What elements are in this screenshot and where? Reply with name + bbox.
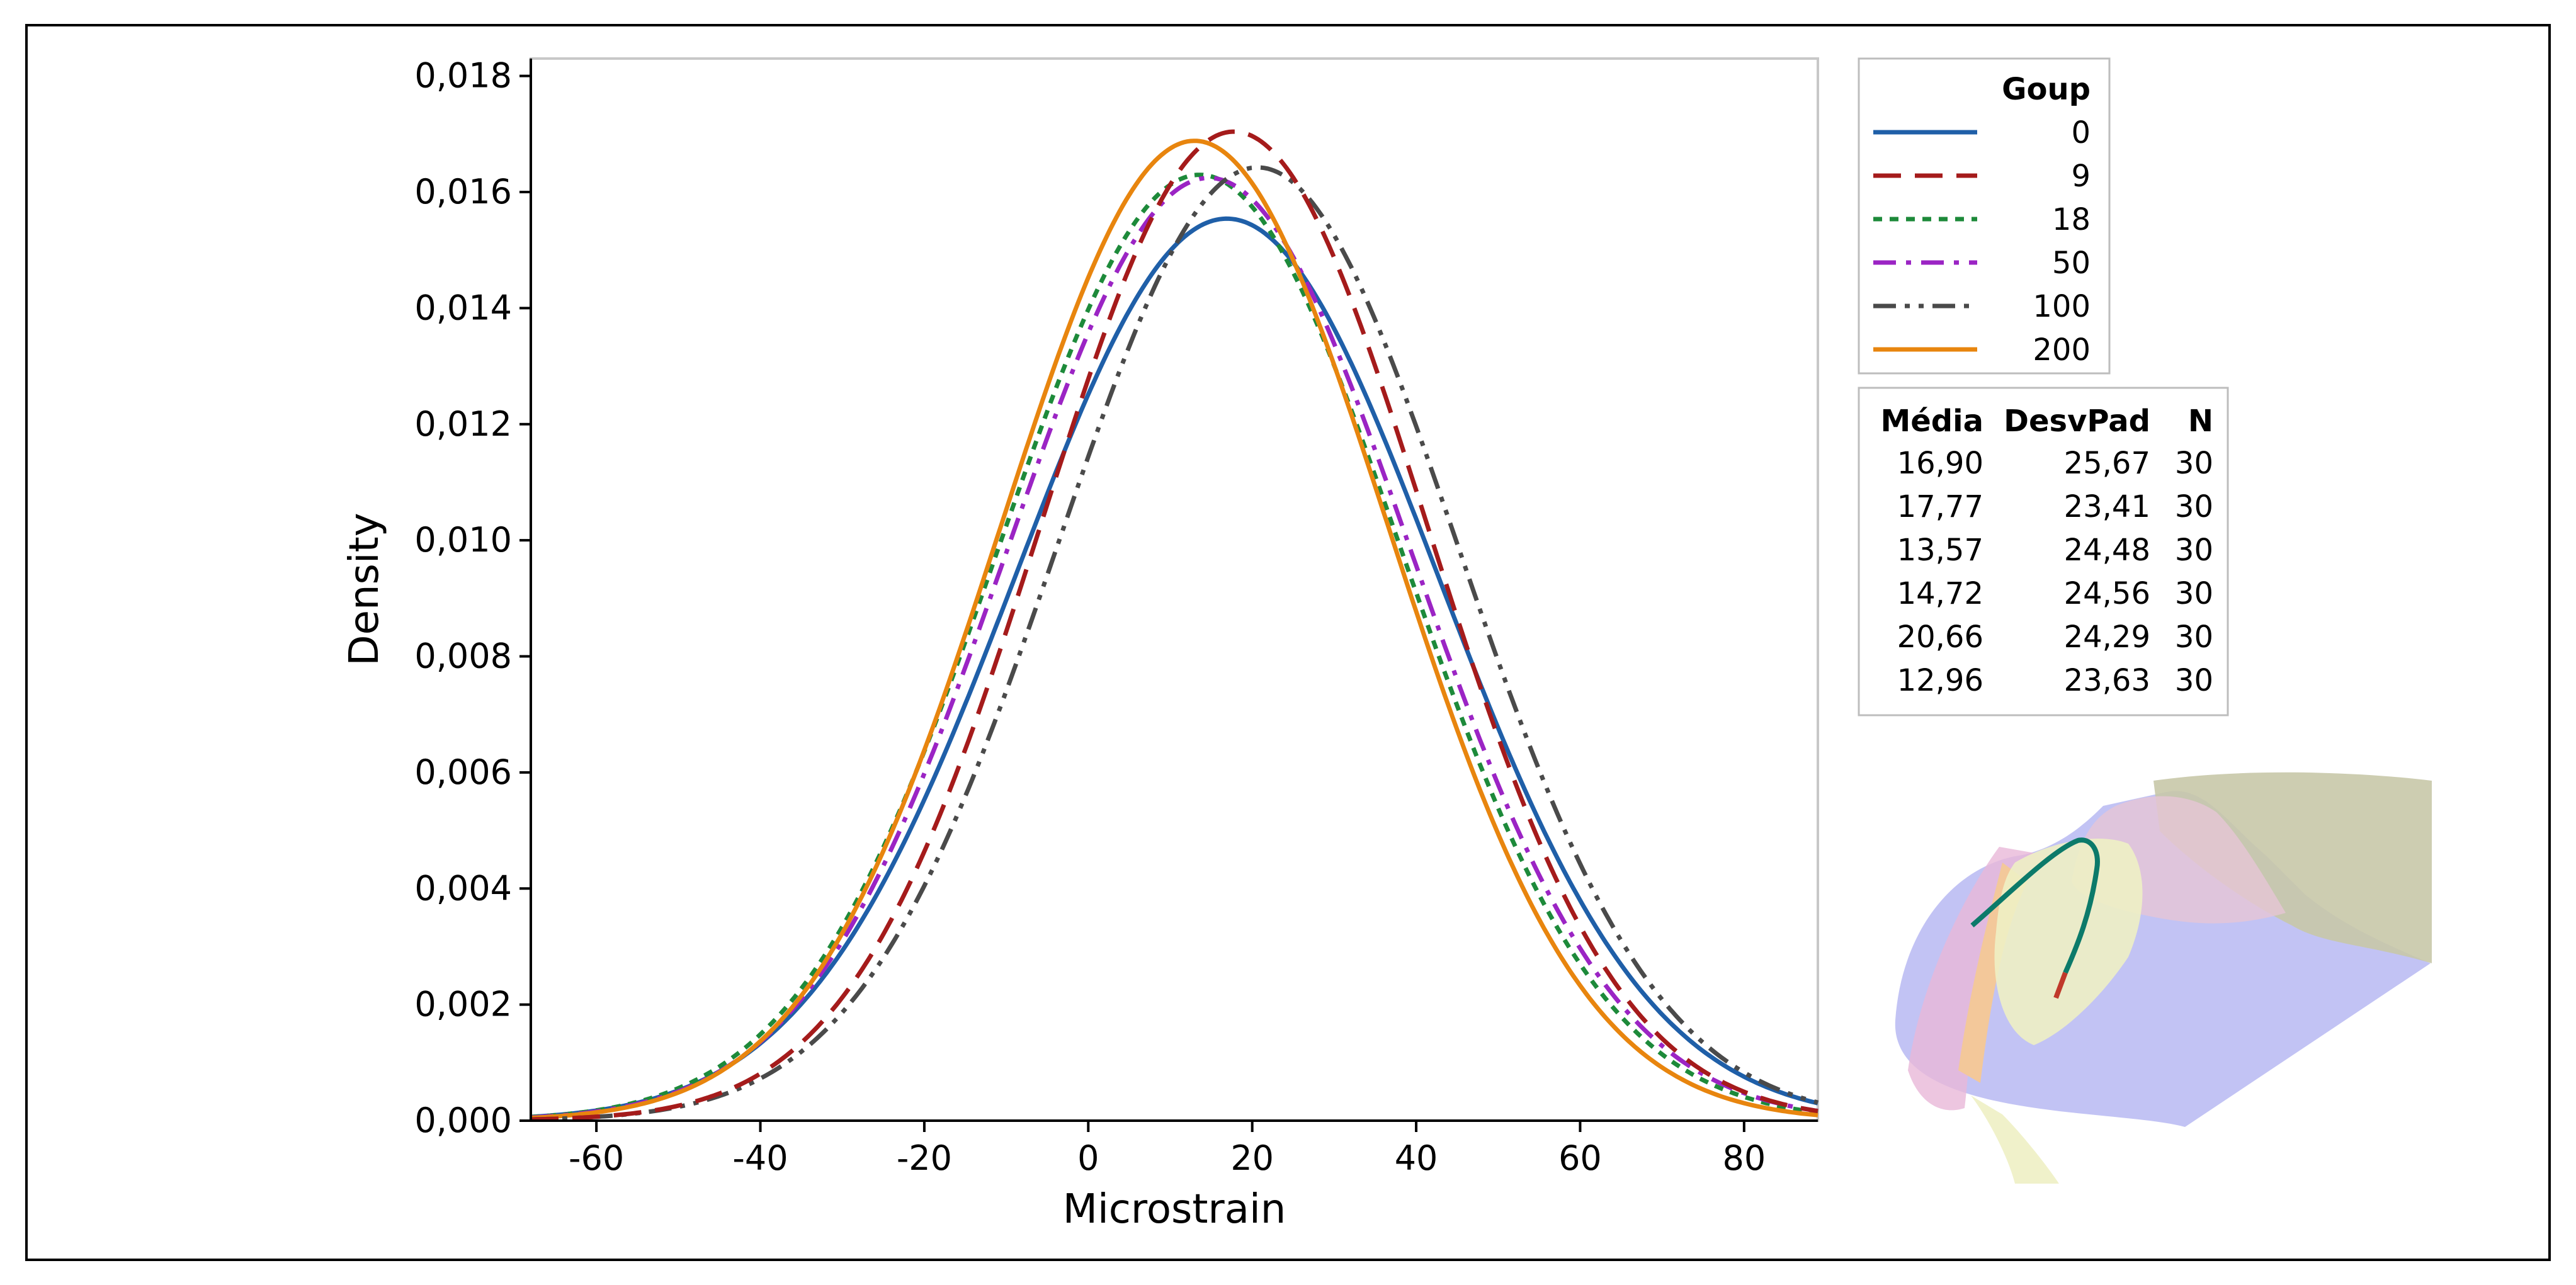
stats-header: N xyxy=(2188,404,2213,439)
x-tick-label: 80 xyxy=(1722,1138,1766,1178)
legend-title: Goup xyxy=(2002,72,2091,107)
series-line-9 xyxy=(530,129,1819,1122)
x-tick-label: 20 xyxy=(1230,1138,1274,1178)
y-axis-title: Density xyxy=(341,512,388,665)
stats-cell: 30 xyxy=(2175,489,2213,524)
x-tick-label: -40 xyxy=(732,1138,788,1178)
stats-cell: 17,77 xyxy=(1897,489,1983,524)
stats-cell: 24,56 xyxy=(2064,576,2150,611)
x-tick-label: 40 xyxy=(1395,1138,1438,1178)
series-line-50 xyxy=(530,176,1819,1120)
series-line-200 xyxy=(530,139,1819,1121)
series-line-0 xyxy=(530,216,1819,1119)
y-tick-label: 0,012 xyxy=(414,404,512,444)
legend-label: 9 xyxy=(2071,159,2091,194)
legend-items: 0 9 18 50 100 200 xyxy=(1873,115,2091,368)
tooth-illustration xyxy=(1895,772,2432,1184)
y-tick-label: 0,000 xyxy=(414,1101,512,1140)
x-tick-label: 60 xyxy=(1558,1138,1602,1178)
stats-cell: 13,57 xyxy=(1897,533,1983,568)
stats-cell: 30 xyxy=(2175,576,2213,611)
x-tick-label: -60 xyxy=(569,1138,624,1178)
series-line-100 xyxy=(530,165,1819,1122)
stats-cell: 14,72 xyxy=(1897,576,1983,611)
stats-header: Média xyxy=(1880,404,1983,439)
y-tick-label: 0,008 xyxy=(414,637,512,676)
legend-label: 18 xyxy=(2052,202,2091,237)
stats-table-box xyxy=(1858,387,2229,716)
stats-cell: 20,66 xyxy=(1897,620,1983,655)
stats-cell: 30 xyxy=(2175,446,2213,481)
stats-cell: 30 xyxy=(2175,620,2213,655)
stats-header: DesvPad xyxy=(2004,404,2150,439)
x-tick-label: 0 xyxy=(1077,1138,1099,1178)
y-tick-label: 0,018 xyxy=(414,56,512,96)
y-tick-label: 0,004 xyxy=(414,868,512,908)
legend-box xyxy=(1858,57,2111,375)
legend-label: 50 xyxy=(2052,246,2091,281)
x-ticks: -60 -40 -20 0 20 40 60 80 xyxy=(569,1121,1766,1178)
y-ticks: 0,000 0,002 0,004 0,006 0,008 0,010 0,012 0,014… xyxy=(414,56,531,1140)
series-line-18 xyxy=(530,173,1819,1119)
legend-label: 0 xyxy=(2071,115,2091,150)
legend-label: 100 xyxy=(2033,289,2091,324)
curves-layer xyxy=(530,129,1819,1122)
y-tick-label: 0,010 xyxy=(414,520,512,560)
y-tick-label: 0,016 xyxy=(414,172,512,212)
figure-frame xyxy=(25,24,2551,1261)
y-tick-label: 0,014 xyxy=(414,288,512,327)
x-axis-title: Microstrain xyxy=(1063,1186,1286,1233)
legend-label: 200 xyxy=(2033,332,2091,368)
stats-table: Média DesvPad N 16,90 25,67 30 17,77 23,41 30 13,… xyxy=(1880,404,2213,698)
y-tick-label: 0,006 xyxy=(414,752,512,792)
stats-cell: 16,90 xyxy=(1897,446,1983,481)
stats-cell: 30 xyxy=(2175,663,2213,698)
stats-cell: 25,67 xyxy=(2064,446,2150,481)
stats-cell: 24,29 xyxy=(2064,620,2150,655)
stats-cell: 24,48 xyxy=(2064,533,2150,568)
plot-area xyxy=(530,57,1819,1122)
x-tick-label: -20 xyxy=(897,1138,952,1178)
stats-cell: 12,96 xyxy=(1897,663,1983,698)
stats-cell: 23,41 xyxy=(2064,489,2150,524)
y-tick-label: 0,002 xyxy=(414,985,512,1024)
stats-cell: 23,63 xyxy=(2064,663,2150,698)
stats-cell: 30 xyxy=(2175,533,2213,568)
